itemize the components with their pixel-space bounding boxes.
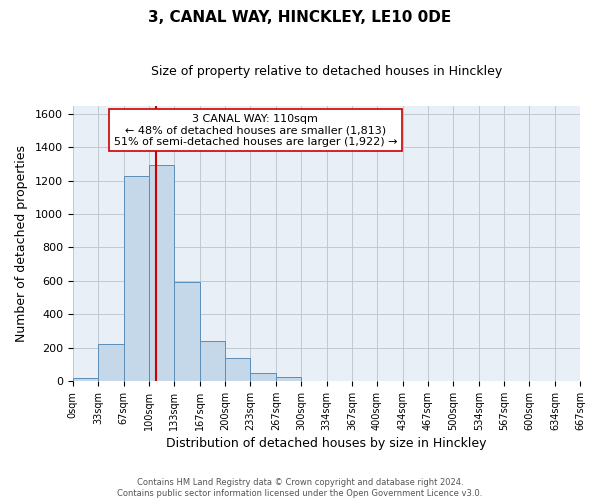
- Bar: [124, 176, 149, 381]
- Bar: [276, 377, 301, 381]
- Y-axis label: Number of detached properties: Number of detached properties: [15, 145, 28, 342]
- Bar: [73, 378, 98, 381]
- X-axis label: Distribution of detached houses by size in Hinckley: Distribution of detached houses by size …: [166, 437, 487, 450]
- Title: Size of property relative to detached houses in Hinckley: Size of property relative to detached ho…: [151, 65, 502, 78]
- Bar: [174, 282, 200, 381]
- Bar: [98, 344, 124, 381]
- Text: 3 CANAL WAY: 110sqm
← 48% of detached houses are smaller (1,813)
51% of semi-det: 3 CANAL WAY: 110sqm ← 48% of detached ho…: [113, 114, 397, 147]
- Bar: [200, 341, 225, 381]
- Text: 3, CANAL WAY, HINCKLEY, LE10 0DE: 3, CANAL WAY, HINCKLEY, LE10 0DE: [148, 10, 452, 25]
- Bar: [225, 358, 250, 381]
- Bar: [250, 372, 276, 381]
- Bar: [149, 165, 174, 381]
- Text: Contains HM Land Registry data © Crown copyright and database right 2024.
Contai: Contains HM Land Registry data © Crown c…: [118, 478, 482, 498]
